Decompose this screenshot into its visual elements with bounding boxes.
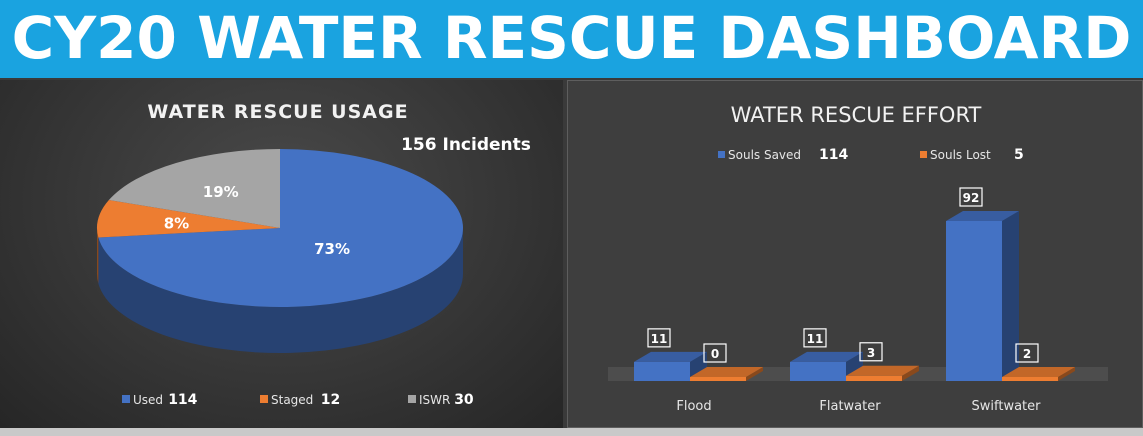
data-label-box-souls-lost-flood [703, 343, 727, 363]
legend-label-used: Used [133, 393, 163, 407]
data-label-souls-lost-swiftwater: 2 [1023, 347, 1031, 361]
legend-swatch-staged [260, 395, 268, 403]
pie-label-staged: 8% [164, 215, 189, 233]
header-banner: CY20 WATER RESCUE DASHBOARD [0, 0, 1143, 78]
legend-value-staged: 12 [321, 392, 340, 408]
pie-slice-used [98, 149, 463, 307]
page-title: CY20 WATER RESCUE DASHBOARD [11, 4, 1132, 72]
effort-panel: WATER RESCUE EFFORT Souls Saved 114 Souls … [567, 80, 1143, 428]
legend-swatch-souls-saved [718, 151, 725, 158]
legend-label-souls-saved: Souls Saved [728, 148, 801, 162]
bar-souls-lost-swiftwater [1002, 377, 1058, 381]
bar-souls-saved-flood [634, 361, 690, 381]
bottom-strip [0, 428, 1143, 436]
legend-swatch-souls-lost [920, 151, 927, 158]
bar-side-souls-lost-swiftwater [1058, 367, 1075, 381]
bar-side-souls-lost-flood [746, 367, 763, 381]
usage-panel: WATER RESCUE USAGE 156 Incidents 73% 8% 19… [0, 80, 563, 428]
legend-swatch-iswr [408, 395, 416, 403]
bar-top-souls-lost-swiftwater [1002, 367, 1075, 377]
data-label-box-souls-lost-swiftwater [1015, 343, 1039, 363]
bar-souls-lost-flood [690, 377, 746, 381]
bar-souls-saved-swiftwater [946, 221, 1002, 381]
data-label-box-souls-saved-flood [647, 328, 671, 348]
effort-bar-chart: WATER RESCUE EFFORT Souls Saved 114 Souls … [608, 103, 1108, 414]
data-label-souls-saved-flood: 11 [651, 332, 668, 346]
bar-side-souls-lost-flatwater [902, 365, 919, 381]
data-label-box-souls-saved-swiftwater [959, 187, 983, 207]
x-tick-swiftwater: Swiftwater [972, 399, 1042, 414]
pie-slice-iswr [108, 149, 280, 228]
pie-label-iswr: 19% [203, 183, 239, 201]
legend-value-iswr: 30 [454, 392, 474, 408]
pie-side-used [98, 228, 463, 353]
usage-pie-chart: WATER RESCUE USAGE 156 Incidents 73% 8% 19… [97, 101, 531, 408]
legend-label-staged: Staged [271, 393, 313, 407]
legend-label-iswr: ISWR [419, 393, 450, 407]
usage-chart-title: WATER RESCUE USAGE [147, 101, 408, 123]
legend-total-souls-saved: 114 [819, 147, 848, 163]
bar-souls-lost-flatwater [846, 375, 902, 381]
incident-count-annotation: 156 Incidents [401, 135, 531, 155]
x-tick-flood: Flood [676, 399, 711, 414]
legend-value-used: 114 [168, 392, 197, 408]
data-label-box-souls-saved-flatwater [803, 328, 827, 348]
bar-top-souls-saved-flood [634, 351, 707, 362]
pie-slice-staged [97, 199, 281, 238]
bar-side-souls-saved-swiftwater [1002, 211, 1019, 381]
data-label-souls-lost-flatwater: 3 [867, 346, 875, 360]
x-tick-flatwater: Flatwater [819, 399, 881, 414]
data-label-souls-saved-swiftwater: 92 [963, 191, 980, 205]
pie-side-staged [97, 228, 99, 284]
data-label-box-souls-lost-flatwater [859, 342, 883, 362]
effort-chart-title: WATER RESCUE EFFORT [731, 103, 982, 127]
bar-top-souls-lost-flood [690, 367, 763, 377]
bar-top-souls-lost-flatwater [846, 365, 919, 376]
bar-souls-saved-flatwater [790, 361, 846, 381]
bar-top-souls-saved-swiftwater [946, 211, 1019, 221]
pie-label-used: 73% [314, 240, 350, 258]
data-label-souls-saved-flatwater: 11 [807, 332, 824, 346]
legend-total-souls-lost: 5 [1014, 147, 1024, 163]
legend-swatch-used [122, 395, 130, 403]
legend-label-souls-lost: Souls Lost [930, 148, 991, 162]
data-label-souls-lost-flood: 0 [711, 347, 719, 361]
bar-top-souls-saved-flatwater [790, 351, 863, 362]
bar-side-souls-saved-flood [690, 351, 707, 381]
